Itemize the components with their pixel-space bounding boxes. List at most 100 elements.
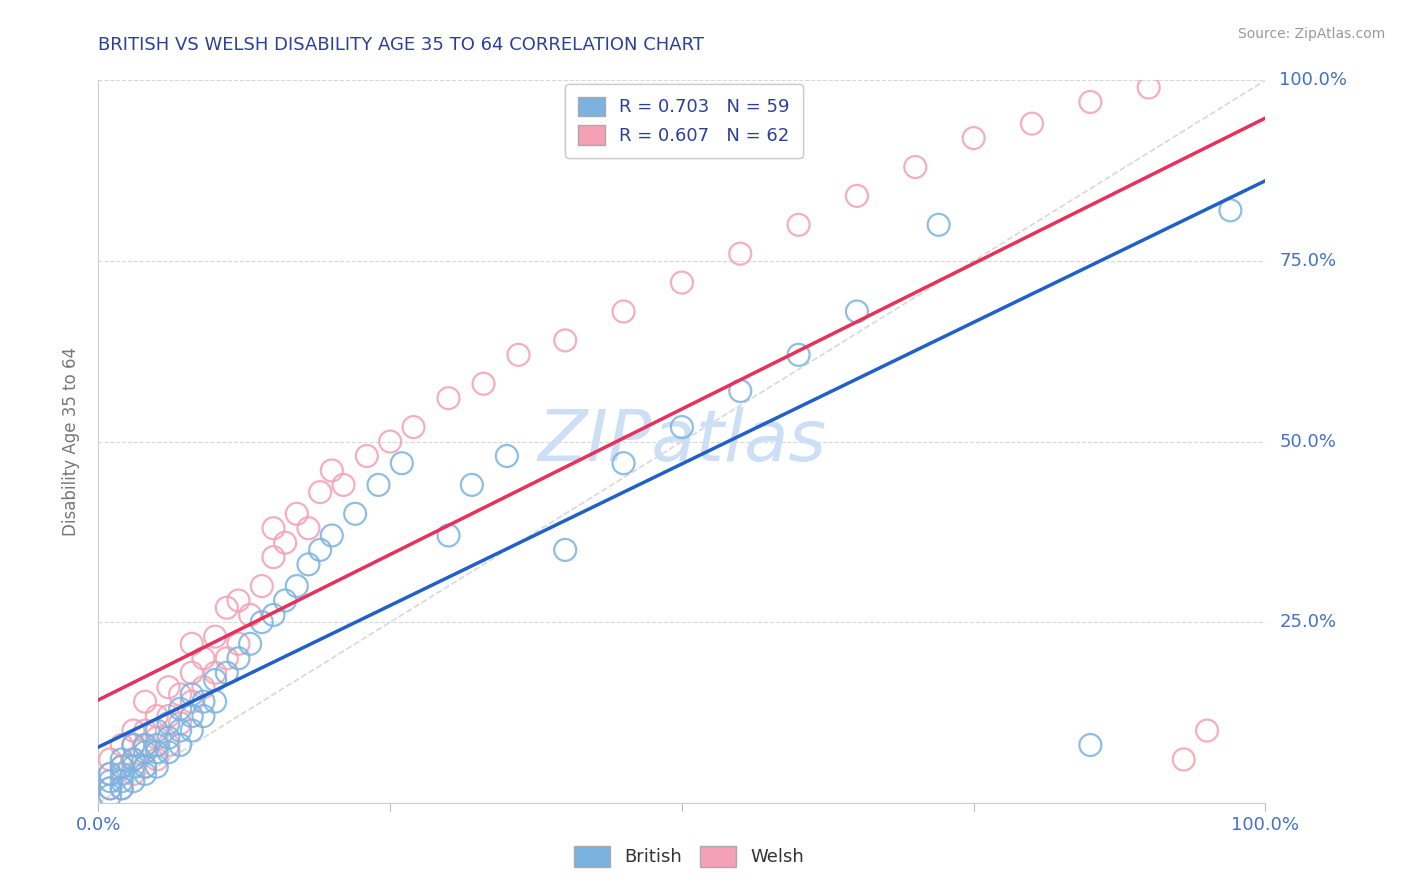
Text: 100.0%: 100.0% bbox=[1279, 71, 1347, 89]
Point bbox=[274, 535, 297, 549]
Point bbox=[671, 276, 693, 290]
Point bbox=[204, 673, 226, 687]
Point bbox=[157, 738, 180, 752]
Point bbox=[250, 615, 273, 630]
Text: 75.0%: 75.0% bbox=[1279, 252, 1337, 270]
Point bbox=[111, 781, 134, 796]
Point bbox=[180, 723, 202, 738]
Point bbox=[1173, 752, 1195, 766]
Point bbox=[180, 687, 202, 701]
Point bbox=[297, 521, 319, 535]
Point bbox=[180, 695, 202, 709]
Point bbox=[98, 752, 121, 766]
Point bbox=[845, 304, 868, 318]
Point bbox=[787, 218, 810, 232]
Point bbox=[193, 651, 215, 665]
Point bbox=[262, 607, 284, 622]
Point bbox=[554, 334, 576, 348]
Point bbox=[169, 687, 191, 701]
Point bbox=[1219, 203, 1241, 218]
Point bbox=[309, 485, 332, 500]
Point bbox=[928, 218, 950, 232]
Point bbox=[356, 449, 378, 463]
Point bbox=[228, 651, 250, 665]
Point bbox=[297, 558, 319, 572]
Point bbox=[111, 738, 134, 752]
Point bbox=[437, 528, 460, 542]
Point bbox=[378, 434, 402, 449]
Point bbox=[332, 478, 354, 492]
Point bbox=[215, 665, 238, 680]
Point bbox=[193, 695, 215, 709]
Point bbox=[146, 731, 169, 745]
Point bbox=[508, 348, 530, 362]
Point bbox=[461, 478, 484, 492]
Legend: British, Welsh: British, Welsh bbox=[567, 838, 811, 874]
Point bbox=[122, 738, 145, 752]
Point bbox=[309, 542, 332, 557]
Point bbox=[730, 246, 752, 260]
Point bbox=[157, 709, 180, 723]
Point bbox=[962, 131, 984, 145]
Point bbox=[111, 760, 134, 774]
Point bbox=[146, 738, 169, 752]
Point bbox=[122, 752, 145, 766]
Point bbox=[146, 745, 169, 759]
Point bbox=[367, 478, 389, 492]
Point bbox=[239, 637, 262, 651]
Point bbox=[98, 767, 121, 781]
Text: BRITISH VS WELSH DISABILITY AGE 35 TO 64 CORRELATION CHART: BRITISH VS WELSH DISABILITY AGE 35 TO 64… bbox=[98, 36, 704, 54]
Point bbox=[111, 752, 134, 766]
Point bbox=[111, 774, 134, 789]
Point bbox=[122, 774, 145, 789]
Point bbox=[134, 760, 156, 774]
Point bbox=[1080, 738, 1102, 752]
Point bbox=[472, 376, 495, 391]
Point bbox=[321, 463, 343, 477]
Point bbox=[157, 731, 180, 745]
Y-axis label: Disability Age 35 to 64: Disability Age 35 to 64 bbox=[62, 347, 80, 536]
Point bbox=[193, 709, 215, 723]
Point bbox=[169, 738, 191, 752]
Point bbox=[204, 665, 226, 680]
Point bbox=[671, 420, 693, 434]
Point bbox=[180, 637, 202, 651]
Point bbox=[612, 456, 634, 470]
Point bbox=[134, 745, 156, 759]
Point bbox=[845, 189, 868, 203]
Point bbox=[1137, 80, 1160, 95]
Text: ZIPatlas: ZIPatlas bbox=[537, 407, 827, 476]
Point bbox=[215, 651, 238, 665]
Point bbox=[146, 752, 169, 766]
Point bbox=[437, 391, 460, 405]
Point bbox=[98, 781, 121, 796]
Point bbox=[274, 593, 297, 607]
Text: Source: ZipAtlas.com: Source: ZipAtlas.com bbox=[1237, 27, 1385, 41]
Point bbox=[239, 607, 262, 622]
Point bbox=[146, 760, 169, 774]
Point bbox=[262, 550, 284, 565]
Point bbox=[122, 767, 145, 781]
Point bbox=[180, 709, 202, 723]
Point bbox=[554, 542, 576, 557]
Point bbox=[215, 600, 238, 615]
Point bbox=[134, 723, 156, 738]
Point bbox=[98, 767, 121, 781]
Point bbox=[98, 789, 121, 803]
Text: 50.0%: 50.0% bbox=[1279, 433, 1336, 450]
Point bbox=[157, 745, 180, 759]
Point bbox=[111, 760, 134, 774]
Point bbox=[204, 630, 226, 644]
Point bbox=[134, 767, 156, 781]
Point bbox=[134, 760, 156, 774]
Point bbox=[495, 449, 517, 463]
Point bbox=[146, 723, 169, 738]
Point bbox=[169, 723, 191, 738]
Point bbox=[391, 456, 413, 470]
Point bbox=[228, 637, 250, 651]
Point bbox=[250, 579, 273, 593]
Point bbox=[321, 528, 343, 542]
Point bbox=[344, 507, 367, 521]
Point bbox=[904, 160, 927, 174]
Point bbox=[98, 781, 121, 796]
